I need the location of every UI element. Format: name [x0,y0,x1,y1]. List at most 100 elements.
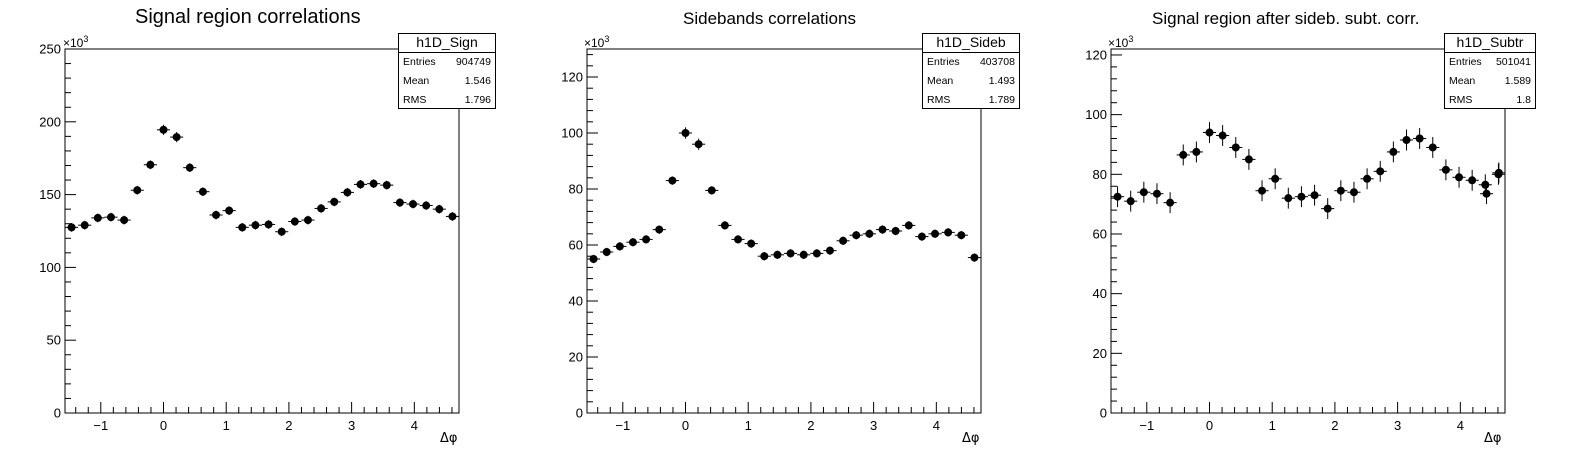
data-marker [1139,188,1148,197]
data-point [419,201,433,210]
data-point [1478,174,1492,196]
data-point [1124,190,1138,212]
data-point [652,225,666,234]
data-marker [93,213,102,222]
data-point [810,249,824,258]
data-marker [356,180,365,189]
data-marker [1192,147,1201,156]
stats-box: h1D_Subtr Entries 501041 Mean 1.589 RMS 1.8 [1444,33,1536,109]
data-point [1216,125,1230,146]
data-marker [1126,197,1135,206]
data-point [156,124,171,135]
data-point [1150,183,1164,205]
data-point [1242,148,1256,170]
data-point [692,138,706,150]
data-point [744,239,758,248]
stats-row-mean: Mean 1.589 [1445,72,1535,91]
rms-value: 1.796 [464,94,491,106]
data-point [1452,166,1466,188]
data-point [117,215,131,225]
data-marker [1166,198,1175,207]
y-tick-label: 40 [1093,286,1107,301]
entries-value: 904749 [455,56,491,68]
x-tick-label: 2 [1331,418,1338,433]
data-marker [382,181,391,190]
data-marker [891,227,900,235]
exponent-power: 3 [604,34,610,44]
x-tick-label: 4 [1457,418,1464,433]
data-marker [642,235,651,244]
rms-label: RMS [927,94,951,106]
data-marker [825,246,834,255]
data-point [1399,129,1414,151]
data-point [1492,162,1506,184]
data-point [836,236,850,245]
data-marker [1244,155,1253,164]
data-marker [106,213,115,222]
chart-panel-signal: 0 50 100 150 200 250 −1 0 1 2 3 4 Signal region cor… [0,0,532,472]
stats-row-mean: Mean 1.546 [399,72,495,91]
data-point [261,220,276,229]
data-marker [1441,165,1450,174]
rms-label: RMS [403,94,427,106]
data-point [314,204,328,213]
data-point [380,180,394,190]
stats-row-entries: Entries 403708 [923,53,1019,72]
data-marker [760,252,769,261]
stats-box: h1D_Sideb Entries 403708 Mean 1.493 RMS 1.7… [922,33,1020,109]
data-point [757,252,771,261]
x-tick-label: 4 [411,418,418,433]
mean-label: Mean [1449,75,1476,87]
data-marker [681,129,690,137]
data-marker [773,250,782,259]
data-point [1465,169,1479,191]
data-marker [133,186,142,195]
data-marker [602,248,611,256]
data-point [196,187,210,197]
data-marker [251,221,260,230]
data-point [889,226,903,236]
x-axis-title: Δφ [962,431,980,446]
plot-canvas: 0 20 40 60 80 100 120 −1 0 1 2 3 4 [561,48,982,433]
x-tick-label: 1 [1269,418,1276,433]
data-marker [277,227,286,236]
x-axis-title: Δφ [440,431,458,446]
data-marker [799,250,808,259]
plot-canvas: 0 20 40 60 80 100 120 −1 0 1 2 3 4 [1085,47,1506,433]
data-marker [1271,174,1280,183]
stats-row-entries: Entries 501041 [1445,53,1535,72]
data-point [915,232,929,241]
data-marker [839,236,848,245]
data-point [1307,184,1322,206]
data-marker [80,221,89,230]
data-point [613,242,627,251]
data-point [718,221,732,230]
data-point [248,220,263,230]
chart-title: Signal region after sideb. subt. corr. [1152,9,1420,28]
data-point [954,231,968,240]
y-tick-label: 100 [561,126,583,141]
data-point [183,163,197,173]
data-marker [185,163,194,172]
data-marker [1152,189,1161,198]
x-tick-label: 2 [807,418,814,433]
data-point [1439,159,1453,181]
data-marker [589,255,598,263]
data-point [678,127,693,139]
data-marker [917,232,926,241]
data-point [235,222,249,232]
data-marker [707,186,716,195]
data-point [1321,198,1335,220]
y-tick-label: 100 [1085,107,1107,122]
data-point [770,250,785,259]
data-marker [264,220,273,229]
data-point [288,217,302,226]
data-marker [1113,192,1122,201]
data-marker [852,231,861,240]
data-marker [1455,173,1464,182]
data-point [64,222,79,232]
data-marker [655,225,664,234]
exponent-power: 3 [1128,34,1134,44]
stats-row-entries: Entries 904749 [399,53,495,72]
data-point [209,210,223,220]
